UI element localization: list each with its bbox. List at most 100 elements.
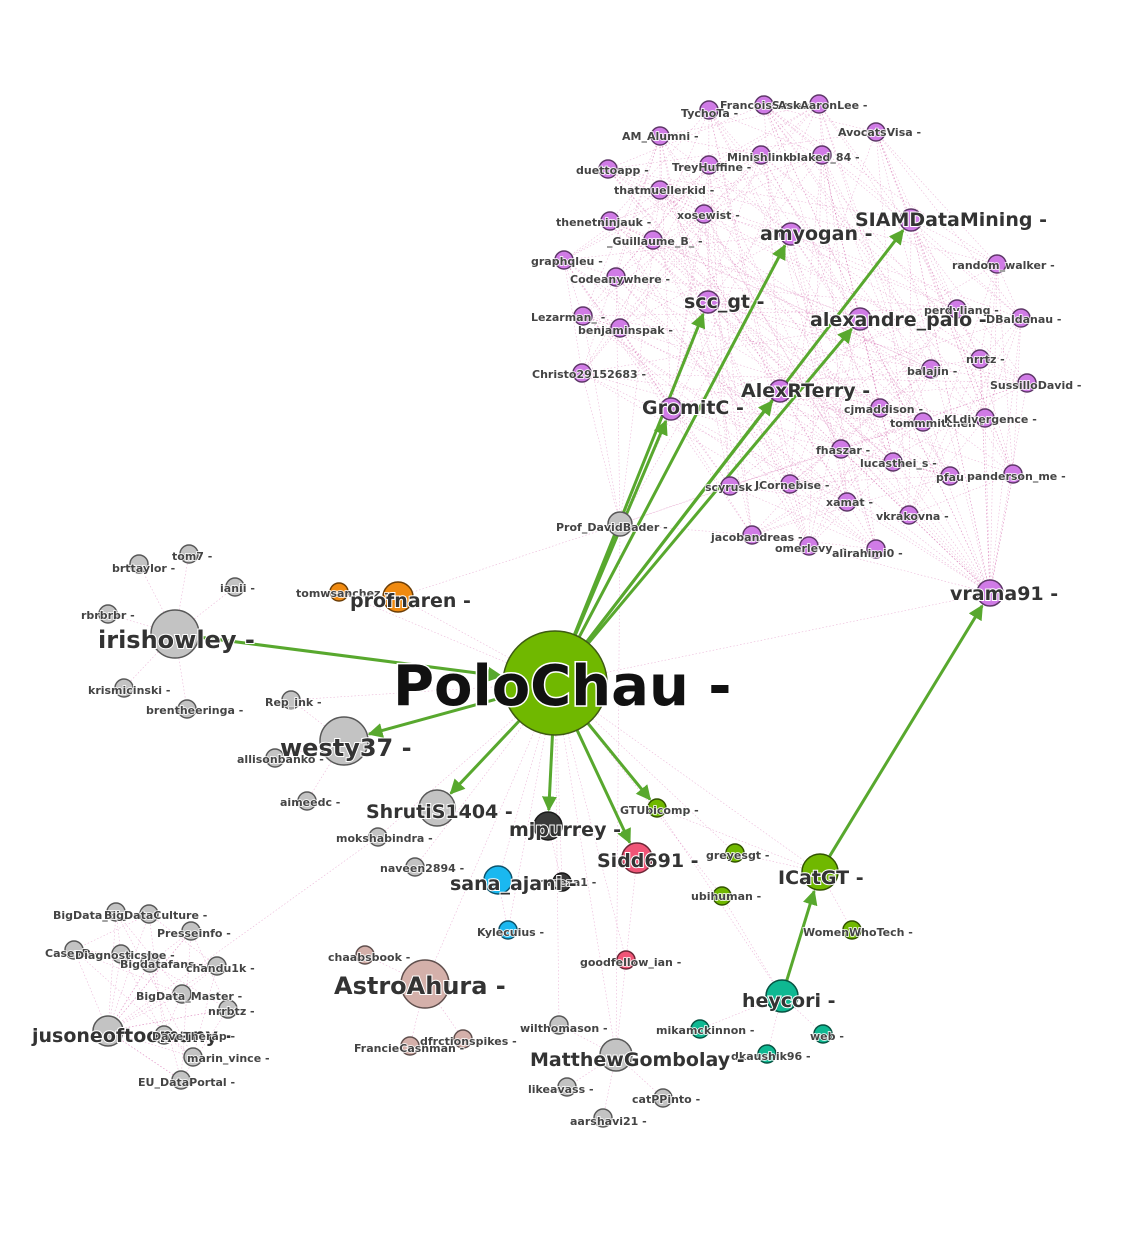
node-n14[interactable] (779, 222, 803, 246)
node-n77[interactable] (757, 1044, 777, 1064)
node-n79[interactable] (355, 945, 375, 965)
node-n64[interactable] (552, 872, 572, 892)
node-n91[interactable] (64, 940, 84, 960)
node-n7[interactable] (812, 145, 832, 165)
node-n47[interactable] (329, 582, 349, 602)
node-n11[interactable] (600, 211, 620, 231)
node-n42[interactable] (742, 525, 762, 545)
node-n34[interactable] (831, 439, 851, 459)
node-n60[interactable] (418, 789, 456, 827)
node-n49[interactable] (150, 609, 200, 659)
node-n81[interactable] (453, 1029, 473, 1049)
node-n25[interactable] (970, 349, 990, 369)
node-n88[interactable] (106, 902, 126, 922)
node-n21[interactable] (1011, 308, 1031, 328)
node-n44[interactable] (866, 539, 886, 559)
node-n35[interactable] (883, 452, 903, 472)
node-n94[interactable] (207, 956, 227, 976)
node-n6[interactable] (751, 145, 771, 165)
node-n46[interactable] (607, 511, 633, 537)
node-n36[interactable] (940, 466, 960, 486)
node-n18[interactable] (606, 267, 626, 287)
node-n68[interactable] (616, 950, 636, 970)
node-n22[interactable] (573, 306, 593, 326)
node-n82[interactable] (599, 1038, 633, 1072)
node-n66[interactable] (498, 920, 518, 940)
node-n86[interactable] (593, 1108, 613, 1128)
node-n17[interactable] (987, 254, 1007, 274)
node-n98[interactable] (183, 1047, 203, 1067)
node-n16[interactable] (554, 250, 574, 270)
node-n90[interactable] (181, 921, 201, 941)
node-n71[interactable] (712, 886, 732, 906)
node-n85[interactable] (653, 1088, 673, 1108)
node-n93[interactable] (140, 953, 160, 973)
node-n53[interactable] (98, 604, 118, 624)
node-n73[interactable] (842, 920, 862, 940)
node-n37[interactable] (1003, 464, 1023, 484)
node-n69[interactable] (647, 798, 667, 818)
node-n41[interactable] (899, 505, 919, 525)
node-n67[interactable] (621, 842, 653, 874)
node-n97[interactable] (154, 1025, 174, 1045)
node-n20[interactable] (947, 299, 967, 319)
node-n92[interactable] (111, 944, 131, 964)
node-n4[interactable] (650, 126, 670, 146)
node-n5[interactable] (866, 122, 886, 142)
node-n33[interactable] (975, 408, 995, 428)
node-n78[interactable] (400, 959, 450, 1009)
node-n80[interactable] (400, 1036, 420, 1056)
node-n59[interactable] (297, 791, 317, 811)
node-n29[interactable] (768, 379, 792, 403)
node-n72[interactable] (801, 853, 839, 891)
node-n89[interactable] (139, 904, 159, 924)
node-n8[interactable] (699, 155, 719, 175)
node-n61[interactable] (368, 827, 388, 847)
node-n63[interactable] (533, 811, 563, 841)
node-n13[interactable] (899, 208, 923, 232)
node-n24[interactable] (610, 318, 630, 338)
node-n57[interactable] (319, 716, 369, 766)
node-n39[interactable] (780, 474, 800, 494)
node-n0[interactable] (502, 630, 608, 736)
node-n26[interactable] (572, 363, 592, 383)
node-n27[interactable] (921, 359, 941, 379)
node-n45[interactable] (976, 579, 1004, 607)
node-n10[interactable] (650, 180, 670, 200)
node-n52[interactable] (225, 577, 245, 597)
node-n99[interactable] (171, 1070, 191, 1090)
node-n96[interactable] (218, 999, 238, 1019)
node-n76[interactable] (813, 1024, 833, 1044)
node-n74[interactable] (765, 979, 799, 1013)
node-n87[interactable] (92, 1015, 124, 1047)
node-n32[interactable] (913, 412, 933, 432)
node-n38[interactable] (720, 476, 740, 496)
node-n43[interactable] (799, 536, 819, 556)
node-n23[interactable] (848, 307, 872, 331)
node-n75[interactable] (690, 1019, 710, 1039)
node-n83[interactable] (549, 1015, 569, 1035)
node-n19[interactable] (696, 290, 720, 314)
node-n51[interactable] (129, 554, 149, 574)
node-n65[interactable] (483, 865, 513, 895)
node-n70[interactable] (725, 843, 745, 863)
node-n15[interactable] (643, 230, 663, 250)
node-n54[interactable] (114, 678, 134, 698)
node-n50[interactable] (179, 544, 199, 564)
node-n55[interactable] (177, 699, 197, 719)
node-n48[interactable] (382, 581, 414, 613)
node-n3[interactable] (699, 100, 719, 120)
node-n84[interactable] (557, 1077, 577, 1097)
node-n2[interactable] (809, 94, 829, 114)
node-n58[interactable] (265, 748, 285, 768)
node-n40[interactable] (837, 492, 857, 512)
node-n62[interactable] (405, 857, 425, 877)
node-n56[interactable] (281, 690, 301, 710)
node-n1[interactable] (754, 95, 774, 115)
node-n12[interactable] (694, 204, 714, 224)
node-n9[interactable] (598, 159, 618, 179)
node-n95[interactable] (172, 984, 192, 1004)
node-n28[interactable] (1017, 373, 1037, 393)
node-n31[interactable] (870, 398, 890, 418)
node-n30[interactable] (659, 397, 683, 421)
